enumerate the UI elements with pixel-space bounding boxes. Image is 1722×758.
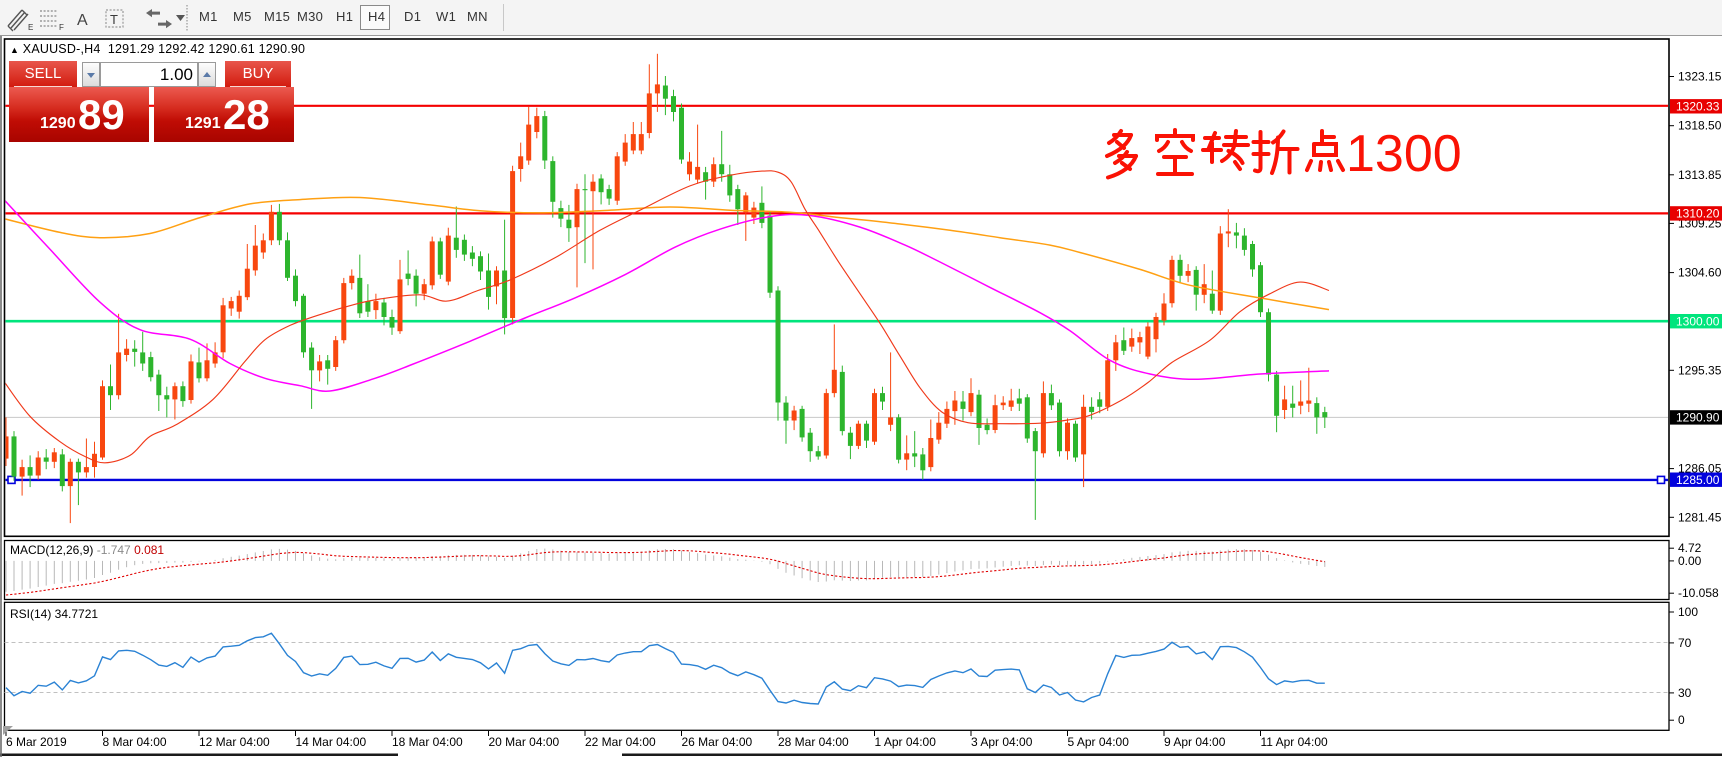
svg-text:20 Mar 04:00: 20 Mar 04:00: [489, 735, 560, 749]
svg-text:1286.05: 1286.05: [1678, 462, 1722, 476]
svg-text:5 Apr 04:00: 5 Apr 04:00: [1068, 735, 1130, 749]
svg-text:3 Apr 04:00: 3 Apr 04:00: [971, 735, 1033, 749]
svg-text:-10.058: -10.058: [1678, 586, 1719, 600]
svg-text:MACD(12,26,9) -1.747 0.081: MACD(12,26,9) -1.747 0.081: [10, 543, 164, 557]
svg-text:T: T: [110, 12, 118, 27]
svg-text:A: A: [77, 12, 88, 29]
svg-text:1281.45: 1281.45: [1678, 510, 1722, 524]
svg-text:70: 70: [1678, 636, 1692, 650]
svg-text:11 Apr 04:00: 11 Apr 04:00: [1261, 735, 1328, 749]
svg-text:0.00: 0.00: [1678, 554, 1702, 568]
svg-text:E: E: [28, 23, 33, 32]
svg-text:6 Mar 2019: 6 Mar 2019: [6, 735, 67, 749]
svg-text:F: F: [59, 23, 64, 32]
svg-text:0: 0: [1678, 713, 1685, 727]
svg-text:1318.50: 1318.50: [1678, 119, 1722, 133]
svg-text:1285.00: 1285.00: [1676, 473, 1720, 487]
svg-text:1295.35: 1295.35: [1678, 363, 1722, 377]
svg-text:26 Mar 04:00: 26 Mar 04:00: [682, 735, 753, 749]
svg-text:1310.20: 1310.20: [1676, 207, 1720, 221]
svg-text:28 Mar 04:00: 28 Mar 04:00: [778, 735, 849, 749]
svg-text:4.72: 4.72: [1678, 541, 1702, 555]
svg-text:30: 30: [1678, 686, 1692, 700]
svg-text:14 Mar 04:00: 14 Mar 04:00: [296, 735, 367, 749]
svg-text:1304.60: 1304.60: [1678, 266, 1722, 280]
svg-text:1323.15: 1323.15: [1678, 70, 1722, 84]
svg-text:1 Apr 04:00: 1 Apr 04:00: [875, 735, 937, 749]
svg-text:1313.85: 1313.85: [1678, 168, 1722, 182]
svg-text:100: 100: [1678, 605, 1698, 619]
svg-text:9 Apr 04:00: 9 Apr 04:00: [1164, 735, 1226, 749]
svg-text:22 Mar 04:00: 22 Mar 04:00: [585, 735, 656, 749]
svg-text:18 Mar 04:00: 18 Mar 04:00: [392, 735, 463, 749]
svg-text:12 Mar 04:00: 12 Mar 04:00: [199, 735, 270, 749]
svg-text:1300: 1300: [1346, 125, 1462, 183]
svg-text:1300.00: 1300.00: [1676, 315, 1720, 329]
svg-text:1320.33: 1320.33: [1676, 100, 1720, 114]
svg-text:1290.90: 1290.90: [1676, 411, 1720, 425]
svg-text:RSI(14) 34.7721: RSI(14) 34.7721: [10, 607, 98, 621]
svg-text:8 Mar 04:00: 8 Mar 04:00: [103, 735, 167, 749]
